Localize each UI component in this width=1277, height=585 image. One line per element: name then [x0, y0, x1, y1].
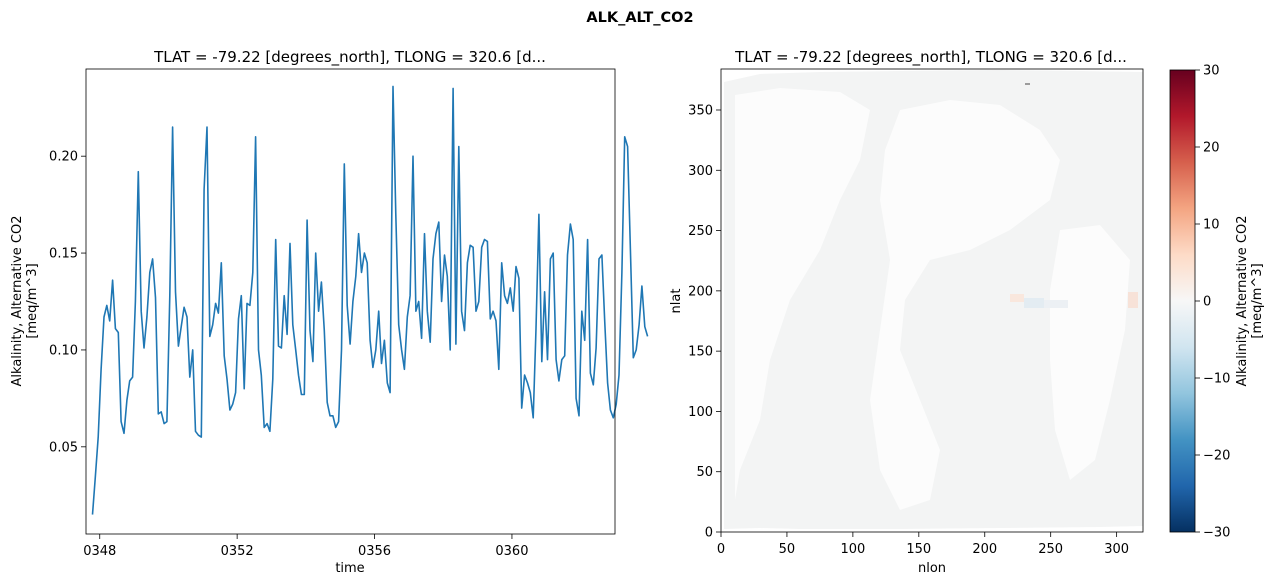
timeseries-x-ticks: 0348 0352 0356 0360	[83, 534, 528, 559]
cbar-tick-label: 20	[1203, 141, 1220, 156]
timeseries-x-axis-label: time	[335, 561, 364, 576]
anomaly-cell	[1044, 300, 1068, 308]
colorbar-units: [meq/m^3]	[1250, 263, 1265, 338]
y-tick-label: 250	[688, 224, 713, 239]
map-axes-frame	[720, 68, 1144, 533]
cbar-tick-label: −30	[1203, 526, 1230, 541]
x-tick-label: 300	[1104, 542, 1129, 557]
map-land-mass	[1050, 225, 1130, 480]
x-tick-label: 150	[906, 542, 931, 557]
x-tick-label: 0	[717, 542, 725, 557]
x-tick-label: 0356	[358, 544, 391, 559]
timeseries-panel: TLAT = -79.22 [degrees_north], TLONG = 3…	[10, 48, 649, 576]
x-tick-label: 200	[972, 542, 997, 557]
cbar-tick-label: −10	[1203, 372, 1230, 387]
colorbar-label: Alkalinity, Alternative CO2	[1235, 216, 1250, 387]
colorbar-fill	[1169, 69, 1196, 533]
y-tick-label: 150	[688, 345, 713, 360]
x-tick-label: 50	[779, 542, 796, 557]
anomaly-cell	[1010, 294, 1024, 302]
alk-alt-co2-series-line	[91, 85, 649, 515]
timeseries-y-ticks: 0.05 0.10 0.15 0.20	[49, 150, 86, 455]
x-tick-label: 0352	[221, 544, 254, 559]
map-title: TLAT = -79.22 [degrees_north], TLONG = 3…	[734, 48, 1127, 67]
y-tick-label: 100	[688, 405, 713, 420]
timeseries-plot-area	[86, 69, 615, 534]
anomaly-cell	[1024, 298, 1044, 308]
x-tick-label: 0360	[495, 544, 528, 559]
map-anomaly-patch	[1010, 292, 1138, 308]
x-tick-label: 100	[840, 542, 865, 557]
map-land-mass	[870, 100, 1060, 510]
anomaly-cell	[1128, 292, 1138, 308]
cbar-tick-label: 30	[1203, 64, 1220, 79]
timeseries-title: TLAT = -79.22 [degrees_north], TLONG = 3…	[153, 48, 546, 67]
timeseries-y-axis-label: Alkalinity, Alternative CO2	[10, 216, 25, 387]
map-x-ticks: 0 50 100 150 200 250 300	[717, 532, 1129, 557]
y-tick-label: 50	[696, 465, 713, 480]
y-tick-label: 0	[705, 526, 713, 541]
map-y-ticks: 0 50 100 150 200 250 300 350	[688, 103, 721, 541]
y-tick-label: 0.15	[49, 247, 78, 262]
map-y-axis-label: nlat	[669, 289, 684, 314]
figure-title: ALK_ALT_CO2	[586, 10, 693, 26]
y-tick-label: 350	[688, 103, 713, 118]
cbar-tick-label: 10	[1203, 218, 1220, 233]
y-tick-label: 0.10	[49, 343, 78, 358]
map-x-axis-label: nlon	[918, 561, 946, 576]
x-tick-label: 250	[1038, 542, 1063, 557]
timeseries-axes-frame	[85, 68, 616, 535]
x-tick-label: 0348	[83, 544, 116, 559]
y-tick-label: 200	[688, 284, 713, 299]
cbar-tick-label: 0	[1203, 295, 1211, 310]
colorbar: 30 20 10 0 −10 −20 −30 Alkalinity, Alter…	[1169, 64, 1265, 541]
cbar-tick-label: −20	[1203, 449, 1230, 464]
timeseries-y-axis-units: [meq/m^3]	[25, 263, 40, 338]
y-tick-label: 0.20	[49, 150, 78, 165]
map-land-mass	[735, 88, 870, 500]
y-tick-label: 0.05	[49, 440, 78, 455]
y-tick-label: 300	[688, 164, 713, 179]
map-panel: TLAT = -79.22 [degrees_north], TLONG = 3…	[669, 48, 1265, 576]
